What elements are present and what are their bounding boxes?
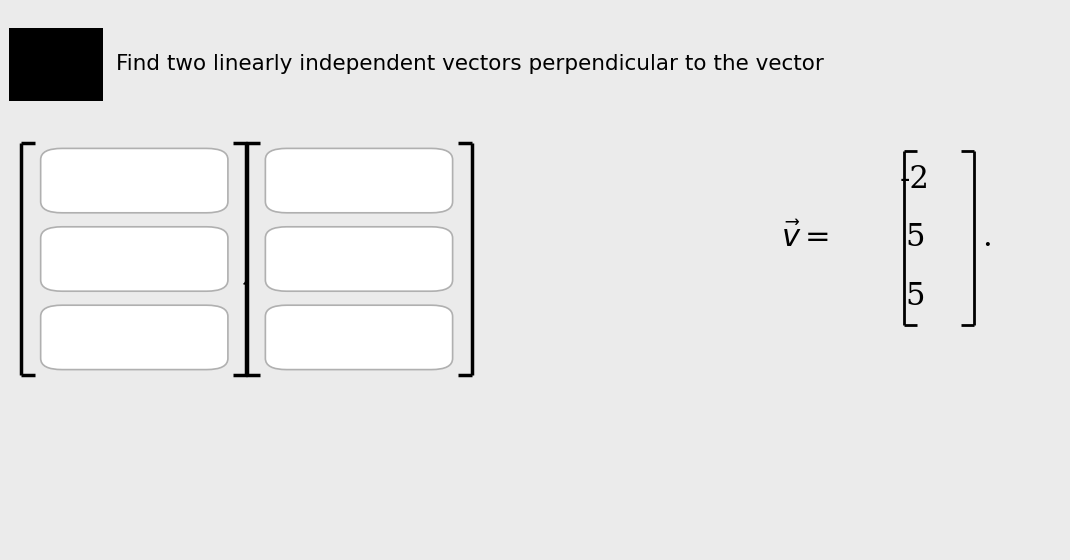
FancyBboxPatch shape xyxy=(41,305,228,370)
Text: -2: -2 xyxy=(900,164,930,195)
Bar xyxy=(9,28,103,101)
Text: $\vec{v}=$: $\vec{v}=$ xyxy=(781,222,829,254)
FancyBboxPatch shape xyxy=(41,227,228,291)
Text: Find two linearly independent vectors perpendicular to the vector: Find two linearly independent vectors pe… xyxy=(116,54,824,74)
FancyBboxPatch shape xyxy=(265,148,453,213)
Text: ,: , xyxy=(242,259,251,287)
Text: 5: 5 xyxy=(905,281,924,312)
FancyBboxPatch shape xyxy=(265,227,453,291)
Text: 5: 5 xyxy=(905,222,924,254)
FancyBboxPatch shape xyxy=(265,305,453,370)
Text: .: . xyxy=(982,222,992,254)
FancyBboxPatch shape xyxy=(41,148,228,213)
